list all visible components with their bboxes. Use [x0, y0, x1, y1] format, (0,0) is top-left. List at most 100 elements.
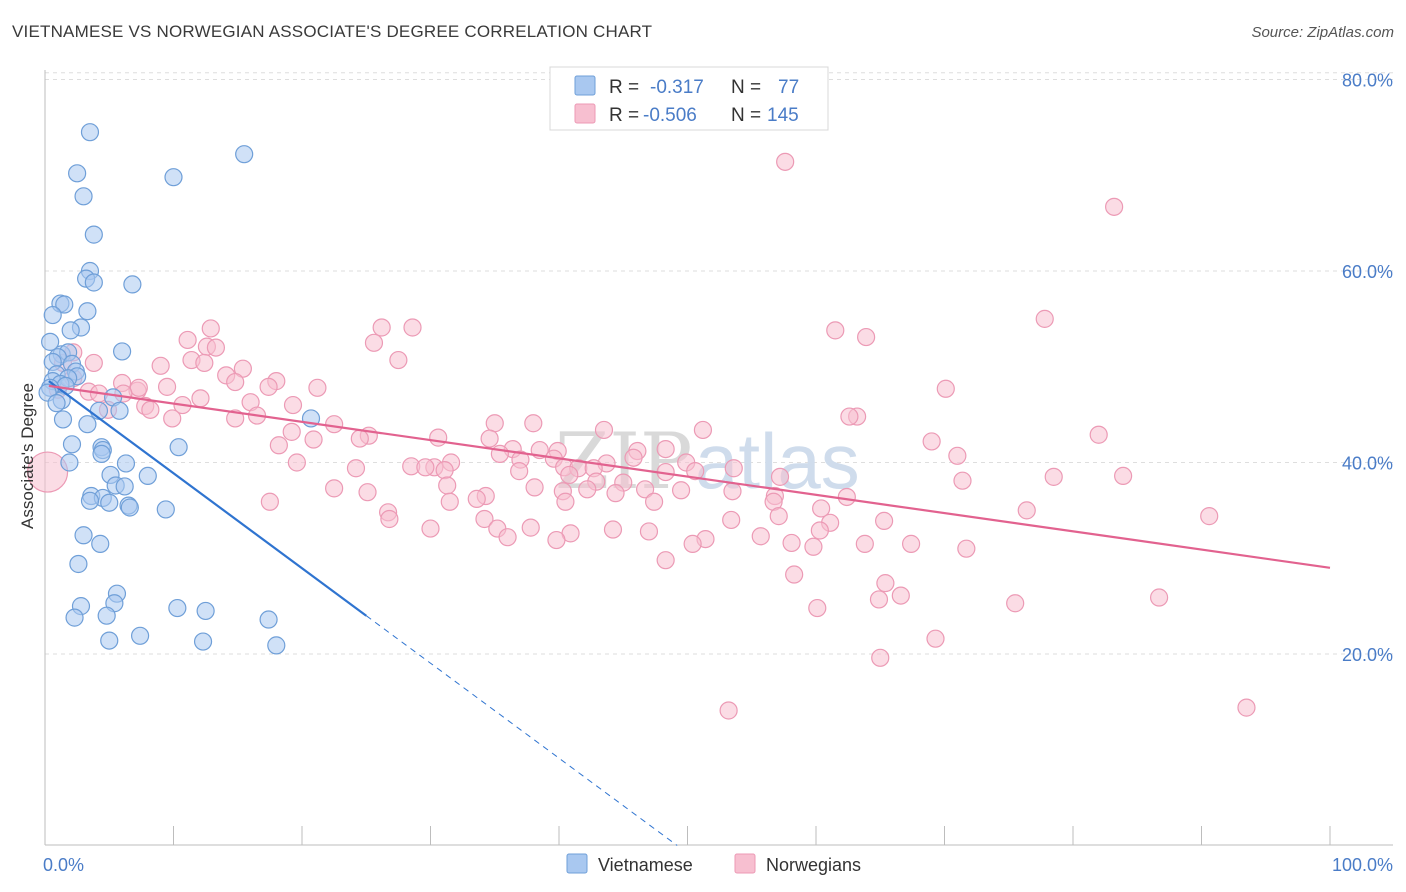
bottom-legend: Vietnamese Norwegians — [566, 853, 861, 875]
norwegian-point — [826, 321, 845, 340]
norwegian-point — [656, 439, 675, 459]
norwegian-point — [624, 448, 643, 467]
norwegian-point — [498, 528, 517, 547]
vietnamese-point — [116, 454, 136, 473]
norwegian-point — [671, 481, 691, 500]
vietnamese-point — [91, 534, 110, 553]
norwegian-point — [435, 461, 454, 480]
norwegian-point — [1006, 594, 1025, 613]
norwegian-point — [421, 519, 440, 538]
legend-n-label-2: N = — [731, 105, 761, 126]
norwegian-point — [283, 395, 303, 415]
y-tick-label-2: 60.0% — [1342, 262, 1393, 282]
norwegian-point — [485, 414, 504, 433]
norwegian-point — [722, 510, 741, 530]
norwegian-point — [521, 518, 540, 537]
vietnamese-point — [267, 636, 286, 655]
norwegian-point — [875, 511, 894, 531]
legend-r-label-2: R = — [609, 105, 639, 126]
norwegian-point — [364, 333, 384, 352]
norwegian-point — [857, 327, 876, 347]
norwegian-point — [855, 534, 874, 553]
norwegian-point — [206, 338, 226, 357]
norwegian-point — [876, 574, 895, 593]
vietnamese-point — [92, 444, 111, 463]
norwegian-point — [1105, 197, 1124, 216]
bottom-legend-swatch-vietnamese — [566, 853, 588, 874]
vietnamese-trend-extension — [365, 615, 678, 846]
vietnamese-point — [47, 394, 66, 413]
norwegian-point — [948, 446, 967, 465]
norwegian-point — [594, 420, 614, 440]
vietnamese-point — [156, 500, 175, 519]
norwegian-point — [260, 492, 279, 511]
norwegian-point — [871, 648, 890, 667]
vietnamese-point — [65, 608, 84, 627]
vietnamese-point — [80, 123, 100, 142]
norwegian-point — [606, 484, 625, 503]
vietnamese-point — [55, 295, 74, 314]
norwegian-point — [141, 400, 160, 419]
vietnamese-point — [78, 302, 97, 321]
norwegian-point — [84, 353, 103, 373]
vietnamese-point — [53, 410, 73, 429]
norwegian-point — [693, 420, 713, 440]
legend-r-value-1: -0.317 — [650, 77, 704, 98]
norwegian-point — [282, 422, 301, 441]
norwegian-point — [403, 318, 422, 337]
vietnamese-point — [169, 438, 188, 457]
norwegian-point — [325, 479, 344, 498]
y-axis-title: Associate's Degree — [18, 383, 37, 529]
norwegian-point — [603, 520, 623, 539]
vietnamese-point — [41, 332, 60, 351]
norwegian-point — [372, 318, 391, 337]
norwegian-point — [719, 701, 738, 720]
vietnamese-point — [164, 168, 183, 187]
norwegian-point — [723, 482, 742, 501]
vietnamese-point — [84, 225, 103, 244]
norwegian-point — [751, 527, 770, 546]
norwegian-point — [922, 432, 941, 451]
norwegian-point — [389, 350, 408, 370]
legend-r-value-2: -0.506 — [643, 105, 697, 126]
norwegian-point — [304, 430, 323, 449]
vietnamese-point — [138, 466, 157, 486]
norwegian-point — [129, 378, 148, 397]
vietnamese-point — [115, 477, 134, 496]
vietnamese-point — [259, 610, 278, 629]
norwegian-point — [1149, 588, 1169, 607]
x-tick-label-min: 0.0% — [43, 855, 84, 875]
norwegian-point — [440, 492, 459, 511]
x-tick-label-max: 100.0% — [1332, 855, 1393, 875]
norwegian-point — [226, 372, 245, 392]
norwegian-point — [639, 522, 659, 541]
norwegian-point — [683, 534, 702, 553]
vietnamese-point — [120, 498, 139, 517]
norwegian-point — [26, 451, 69, 493]
vietnamese-point — [110, 401, 129, 420]
norwegian-point — [325, 415, 344, 434]
norwegian-point — [380, 509, 399, 529]
norwegian-point — [346, 459, 366, 478]
bottom-legend-swatch-norwegians — [734, 853, 756, 874]
y-tick-label-1: 40.0% — [1342, 454, 1393, 474]
norwegian-point — [869, 590, 889, 609]
norwegian-point — [556, 492, 575, 511]
legend-r-label-1: R = — [609, 77, 639, 98]
norwegian-point — [429, 428, 448, 447]
legend-n-value-1: 77 — [778, 77, 799, 98]
norwegian-point — [635, 480, 655, 499]
vietnamese-trend-line — [48, 380, 367, 617]
legend-box: R = -0.317 N = 77 R = -0.506 N = 145 — [549, 66, 829, 131]
y-tick-label-0: 20.0% — [1342, 645, 1393, 665]
norwegian-point — [157, 377, 177, 396]
norwegian-point — [808, 598, 827, 618]
legend-n-value-2: 145 — [767, 105, 799, 126]
legend-swatch-vietnamese — [574, 75, 596, 96]
vietnamese-point — [89, 401, 109, 420]
norwegian-point — [287, 453, 306, 472]
norwegian-point — [804, 537, 823, 556]
norwegian-point — [467, 489, 486, 508]
norwegian-point — [1237, 698, 1256, 717]
norwegian-point — [151, 356, 170, 375]
